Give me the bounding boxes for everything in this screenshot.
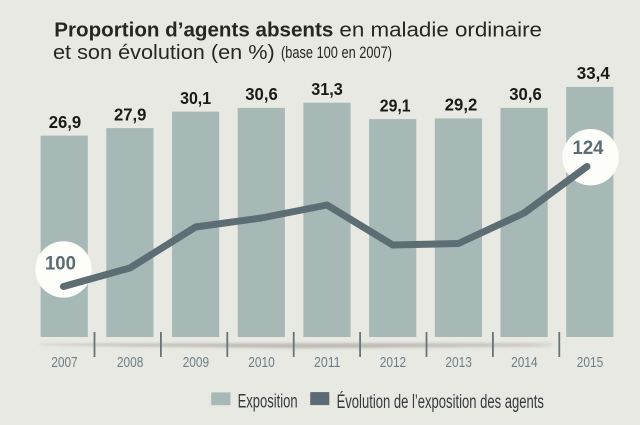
- svg-text:Évolution de l’exposition des: Évolution de l’exposition des agents: [337, 392, 544, 413]
- svg-text:2014: 2014: [511, 354, 537, 371]
- svg-text:31,3: 31,3: [311, 79, 343, 99]
- svg-text:29,2: 29,2: [445, 95, 477, 115]
- svg-text:2007: 2007: [51, 354, 77, 371]
- svg-text:2010: 2010: [248, 354, 274, 371]
- svg-text:2009: 2009: [183, 354, 210, 371]
- svg-text:2015: 2015: [577, 354, 604, 371]
- svg-text:(base 100 en 2007): (base 100 en 2007): [281, 44, 392, 62]
- svg-text:27,9: 27,9: [114, 104, 146, 124]
- svg-text:2012: 2012: [380, 354, 407, 371]
- svg-text:30,6: 30,6: [509, 84, 541, 104]
- svg-text:2013: 2013: [445, 354, 472, 371]
- svg-text:en maladie ordinaire: en maladie ordinaire: [339, 18, 542, 41]
- svg-text:124: 124: [573, 138, 604, 159]
- svg-text:2011: 2011: [314, 354, 341, 371]
- svg-text:et son évolution (en %): et son évolution (en %): [53, 41, 275, 64]
- svg-text:29,1: 29,1: [380, 95, 411, 115]
- svg-text:26,9: 26,9: [49, 112, 81, 132]
- svg-text:Proportion d’agents absents: Proportion d’agents absents: [54, 18, 333, 41]
- svg-text:30,6: 30,6: [245, 84, 277, 104]
- svg-text:33,4: 33,4: [577, 63, 610, 83]
- svg-text:30,1: 30,1: [180, 88, 211, 108]
- svg-text:100: 100: [45, 253, 76, 274]
- svg-text:2008: 2008: [117, 354, 143, 371]
- svg-text:Exposition: Exposition: [238, 392, 298, 413]
